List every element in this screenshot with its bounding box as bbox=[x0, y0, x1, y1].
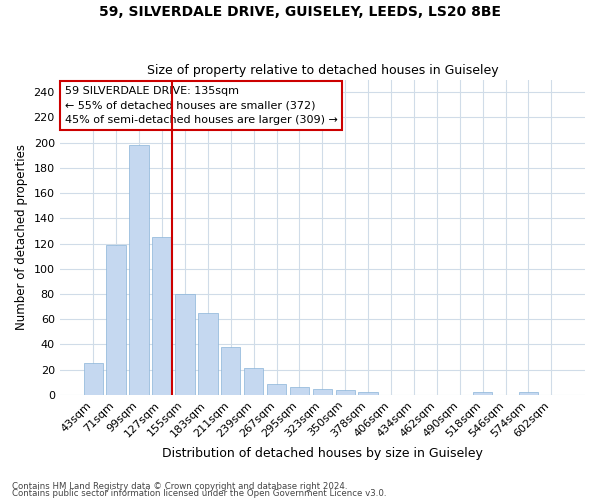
Bar bbox=[519, 392, 538, 395]
Text: 59, SILVERDALE DRIVE, GUISELEY, LEEDS, LS20 8BE: 59, SILVERDALE DRIVE, GUISELEY, LEEDS, L… bbox=[99, 5, 501, 19]
Y-axis label: Number of detached properties: Number of detached properties bbox=[15, 144, 28, 330]
Bar bbox=[358, 392, 378, 395]
Text: Contains HM Land Registry data © Crown copyright and database right 2024.: Contains HM Land Registry data © Crown c… bbox=[12, 482, 347, 491]
Bar bbox=[152, 237, 172, 395]
Bar bbox=[106, 245, 126, 395]
Bar bbox=[244, 368, 263, 395]
Bar bbox=[335, 390, 355, 395]
Bar bbox=[198, 313, 218, 395]
Bar bbox=[175, 294, 194, 395]
Bar bbox=[83, 364, 103, 395]
Bar bbox=[221, 347, 241, 395]
Text: Contains public sector information licensed under the Open Government Licence v3: Contains public sector information licen… bbox=[12, 489, 386, 498]
Bar bbox=[290, 388, 309, 395]
Bar bbox=[313, 388, 332, 395]
Bar bbox=[473, 392, 493, 395]
Bar bbox=[130, 145, 149, 395]
Title: Size of property relative to detached houses in Guiseley: Size of property relative to detached ho… bbox=[146, 64, 498, 77]
X-axis label: Distribution of detached houses by size in Guiseley: Distribution of detached houses by size … bbox=[162, 447, 483, 460]
Text: 59 SILVERDALE DRIVE: 135sqm
← 55% of detached houses are smaller (372)
45% of se: 59 SILVERDALE DRIVE: 135sqm ← 55% of det… bbox=[65, 86, 338, 126]
Bar bbox=[267, 384, 286, 395]
